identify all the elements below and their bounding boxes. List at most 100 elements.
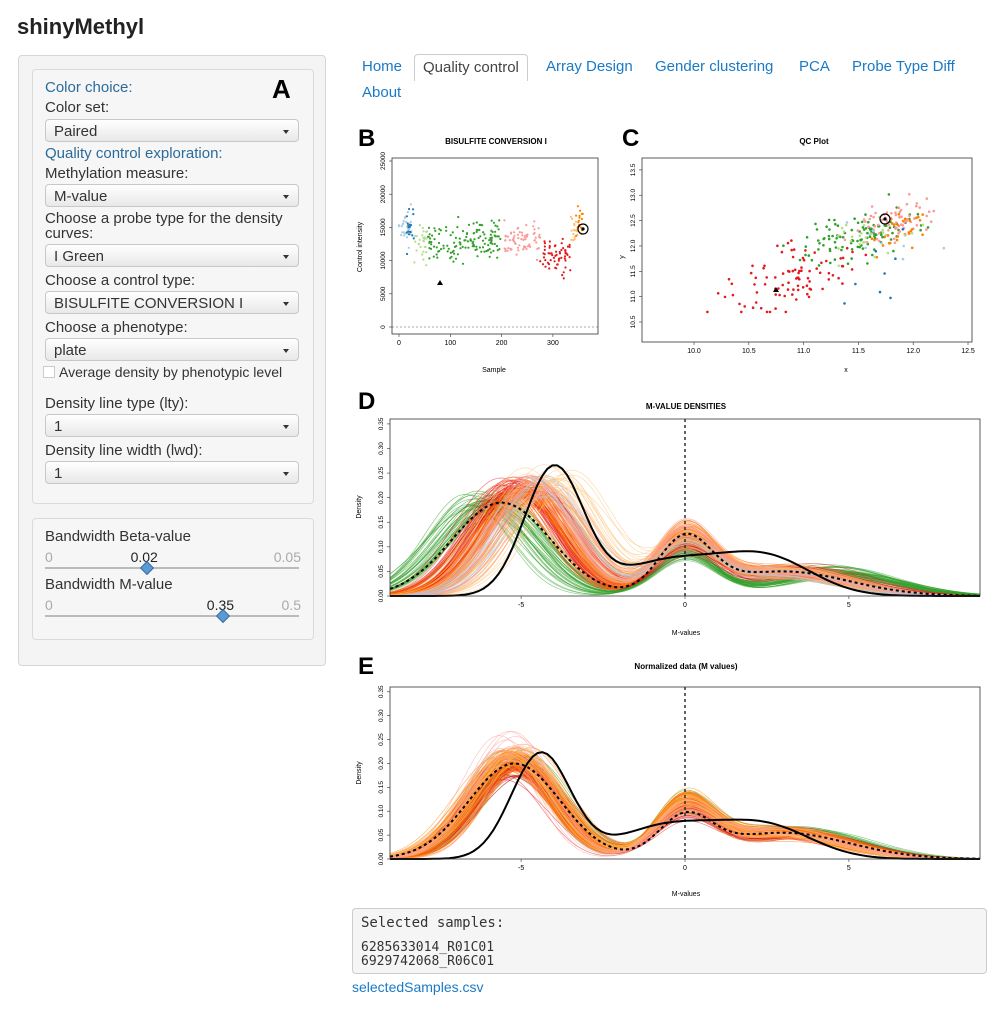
scatter-point [518,231,521,234]
scatter-point [751,264,754,268]
scatter-point [438,228,441,231]
lty-select[interactable]: 1 [45,414,299,437]
scatter-point [406,236,409,239]
plot-b-frame [391,157,599,335]
bw-m-slider[interactable] [45,615,299,617]
scatter-point [407,233,411,236]
scatter-point [464,246,467,249]
scatter-point [548,245,551,248]
scatter-point [844,223,848,227]
scatter-point [862,224,866,227]
scatter-point [408,225,411,228]
scatter-point [496,235,499,238]
control-type-select[interactable]: BISULFITE CONVERSION I [45,291,299,314]
tab-quality-control[interactable]: Quality control [414,54,528,81]
phenotype-select[interactable]: plate [45,338,299,361]
bw-m-label: Bandwidth M-value [45,576,173,593]
scatter-point [871,229,875,233]
scatter-point [804,245,808,248]
scatter-point [461,262,465,265]
scatter-point [539,260,542,263]
selected-samples-output: Selected samples: 6285633014_R01C01 6929… [352,908,987,974]
scatter-point [562,247,565,250]
scatter-point [483,242,486,245]
scatter-point [409,220,412,224]
scatter-point [918,219,922,222]
scatter-point [864,236,868,239]
scatter-point [407,224,410,227]
chevron-down-icon [283,130,289,134]
tab-home[interactable]: Home [362,58,403,75]
scatter-point [751,306,755,309]
scatter-point [864,220,867,223]
bw-beta-slider[interactable] [45,567,299,569]
scatter-point [452,260,455,263]
scatter-point [796,288,800,292]
scatter-point [827,218,831,222]
scatter-point [417,243,420,246]
scatter-point [817,248,820,251]
scatter-point [853,217,856,220]
scatter-point [856,245,860,249]
scatter-point [890,212,893,215]
scatter-point [549,259,552,262]
scatter-point [525,233,528,237]
scatter-point [529,245,532,248]
y-tick-label: 0.25 [378,466,385,479]
scatter-point [910,246,914,250]
scatter-point [774,307,777,310]
color-set-select[interactable]: Paired [45,119,299,142]
plot-e-normalized[interactable]: E Normalized data (M values) -5 0 5 0.00 0.0… [352,650,986,905]
scatter-point [480,250,483,253]
scatter-point [423,245,426,248]
scatter-point [868,233,871,236]
plot-d-m-densities[interactable]: D M-VALUE DENSITIES -5 0 5 0.00 0.05 0.10 0.15… [352,385,986,645]
scatter-point [881,231,885,234]
scatter-point [454,236,457,239]
tab-gender-clustering[interactable]: Gender clustering [655,58,774,75]
scatter-point [908,193,911,196]
scatter-point [488,248,491,251]
scatter-point [573,224,576,227]
scatter-point [901,227,905,231]
avg-density-checkbox[interactable] [43,366,55,378]
scatter-point [552,256,555,259]
tab-probe-type-diff[interactable]: Probe Type Diff [852,58,955,75]
x-tick-label: 0 [683,865,687,872]
scatter-point [833,240,837,244]
scatter-point [490,239,493,242]
scatter-point [871,253,874,257]
color-set-value: Paired [54,123,98,140]
tab-pca[interactable]: PCA [799,58,830,75]
scatter-point [898,230,902,233]
tab-about[interactable]: About [362,84,402,101]
scatter-point [472,232,475,235]
scatter-point [489,233,492,236]
plot-c-qc[interactable]: C QC Plot 10.0 10.5 11.0 11.5 12.0 12.5 10.5 11… [618,122,986,384]
meth-measure-select[interactable]: M-value [45,184,299,207]
scatter-point [430,241,433,244]
scatter-point [813,251,816,254]
plot-b-selected-dot [581,227,585,231]
plot-b-selected-triangle [437,280,443,285]
scatter-point [489,241,492,245]
lwd-select[interactable]: 1 [45,461,299,484]
scatter-point [513,240,516,243]
scatter-point [456,253,459,256]
scatter-point [442,244,445,247]
download-link[interactable]: selectedSamples.csv [352,979,484,995]
scatter-point [873,255,877,259]
scatter-point [537,227,540,230]
scatter-point [765,276,768,279]
scatter-point [886,234,890,237]
probe-type-select[interactable]: I Green [45,244,299,267]
scatter-point [481,224,484,227]
scatter-point [777,287,780,290]
scatter-point [557,259,560,262]
scatter-point [927,210,931,213]
plot-b-bisulfite[interactable]: B BISULFITE CONVERSION I 0 100 200 300 0 5000… [352,122,616,384]
scatter-point [867,225,870,228]
scatter-point [860,232,863,235]
scatter-point [409,203,412,206]
tab-array-design[interactable]: Array Design [546,58,633,75]
